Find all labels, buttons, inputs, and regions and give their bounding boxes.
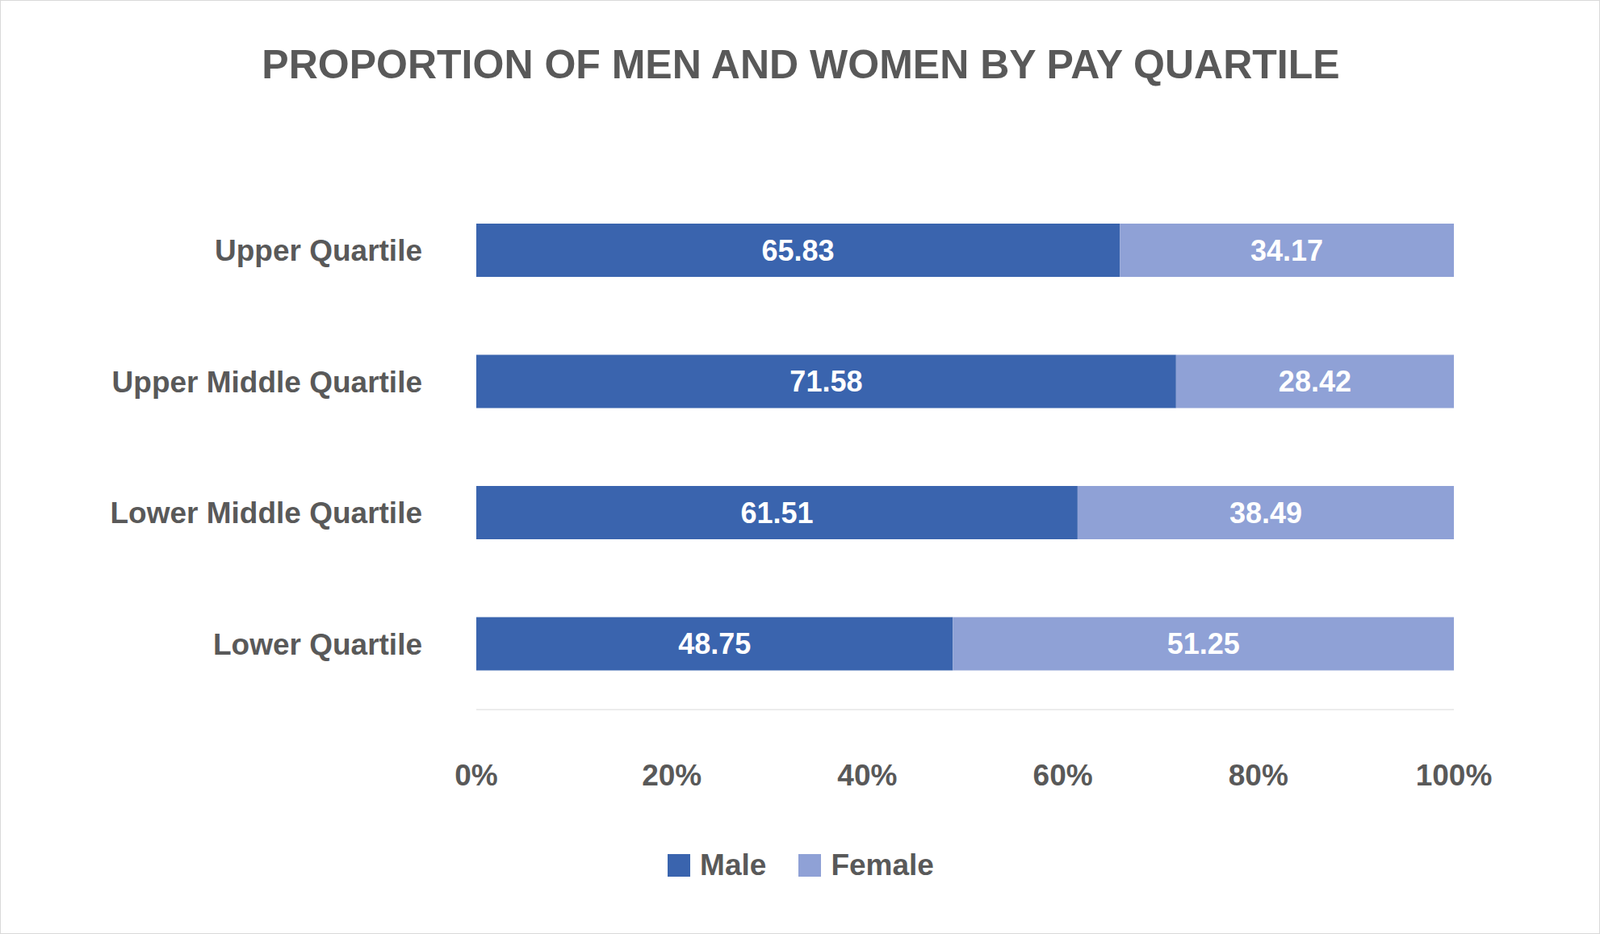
html-text:Female: Female	[830, 848, 934, 882]
svg-text:Upper Quartile: Upper Quartile	[214, 234, 423, 268]
html-text:Male: Male	[699, 848, 767, 882]
svg-text:Lower Middle Quartile: Lower Middle Quartile	[110, 496, 424, 530]
svg-text:38.49: 38.49	[1229, 496, 1303, 530]
svg-text:80%: 80%	[1228, 758, 1289, 792]
svg-text:40%: 40%	[837, 758, 897, 792]
svg-text:34.17: 34.17	[1250, 234, 1324, 268]
svg-text:28.42: 28.42	[1278, 364, 1352, 398]
svg-text:Upper Middle Quartile: Upper Middle Quartile	[112, 365, 423, 399]
svg-text:Lower Quartile: Lower Quartile	[213, 628, 423, 662]
svg-text:60%: 60%	[1033, 758, 1094, 792]
svg-text:48.75: 48.75	[678, 627, 751, 661]
svg-text:65.83: 65.83	[762, 234, 835, 268]
svg-text:51.25: 51.25	[1167, 627, 1240, 661]
svg-text:100%: 100%	[1415, 758, 1493, 792]
svg-text:61.51: 61.51	[740, 496, 813, 530]
html-text:PROPORTION OF MEN AND WOMEN BY: PROPORTION OF MEN AND WOMEN BY PAY QUART…	[261, 41, 1340, 88]
svg-text:71.58: 71.58	[789, 364, 863, 398]
svg-text:20%: 20%	[641, 758, 702, 792]
svg-text:0%: 0%	[454, 758, 498, 792]
